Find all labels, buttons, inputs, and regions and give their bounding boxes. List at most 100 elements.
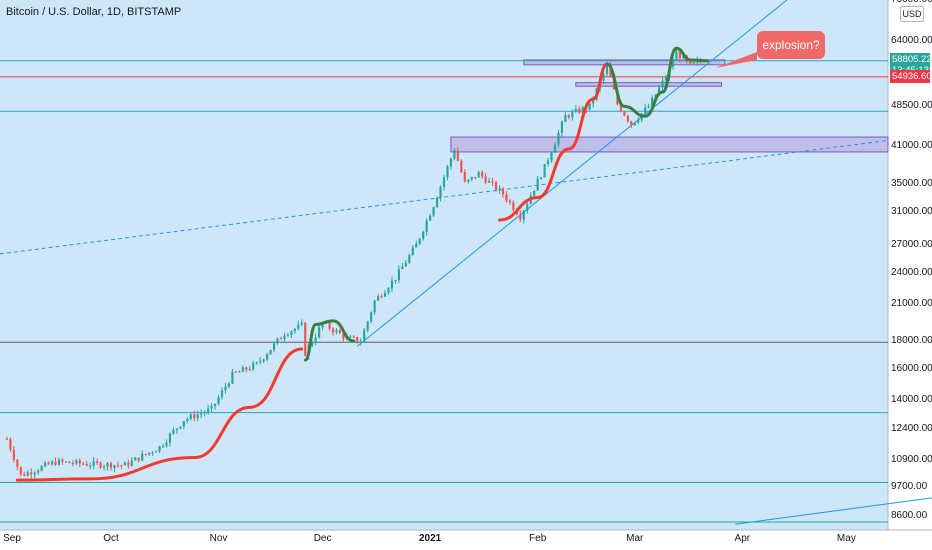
price-tick-label: 9700.00 (891, 481, 928, 493)
candle-body (252, 363, 255, 370)
candle-body (61, 459, 64, 462)
candle-body (130, 460, 133, 466)
candle-body (245, 367, 248, 370)
candle-body (40, 466, 43, 471)
candle-body (54, 461, 57, 465)
candle-body (196, 414, 199, 419)
supply-zone (575, 82, 722, 87)
candle-body (592, 99, 595, 104)
candle-body (182, 421, 185, 427)
candle-body (331, 328, 335, 333)
chart-title: Bitcoin / U.S. Dollar, 1D, BITSTAMP (6, 6, 182, 18)
price-tick-label: 12400.00 (891, 423, 932, 435)
candle-body (259, 361, 262, 363)
candle-body (397, 269, 400, 281)
candle-body (141, 453, 144, 461)
candle-body (234, 371, 237, 373)
candle-body (165, 442, 168, 446)
candle-body (626, 115, 629, 122)
candle-body (106, 463, 109, 467)
time-axis[interactable]: Sep Oct Nov Dec 2021 Feb Mar Apr May (0, 530, 888, 550)
candle-body (113, 465, 116, 469)
candle-body (675, 50, 678, 61)
candle-body (300, 322, 303, 325)
candle-body (207, 408, 210, 413)
candle-body (619, 104, 622, 112)
candle-body (293, 328, 296, 332)
candle-body (172, 430, 175, 434)
candle-body (498, 188, 501, 190)
trend-line (735, 497, 932, 525)
price-tick-label: 10900.00 (891, 453, 932, 465)
candle-body (408, 255, 411, 263)
explosion-callout[interactable]: explosion? (757, 31, 825, 59)
red-line-price-tag: 54936.60 (890, 69, 932, 83)
candle-body (429, 215, 432, 221)
candle-body (238, 371, 241, 373)
supply-zone (523, 59, 726, 66)
currency-badge[interactable]: USD (900, 6, 924, 22)
candle-body (279, 338, 283, 340)
green-curve-annotation (605, 46, 710, 118)
candle-body (96, 461, 99, 463)
time-tick-label: May (836, 533, 856, 544)
candle-body (553, 144, 557, 153)
price-tick-label: 14000.00 (891, 394, 932, 406)
candle-body (186, 418, 189, 422)
candle-body (560, 121, 564, 133)
candle-body (203, 412, 206, 414)
candle-body (47, 462, 50, 465)
candle-body (689, 60, 692, 64)
candle-body (255, 362, 258, 364)
price-axis[interactable]: 76000.00 64000.00 48500.00 41000.00 35000.00… (888, 0, 932, 530)
candle-body (540, 177, 543, 179)
candle-body (314, 337, 317, 343)
candle-body (637, 119, 640, 123)
candle-body (543, 163, 546, 178)
plot-background (0, 0, 888, 530)
green-curve-annotation (303, 319, 356, 362)
candle-body (494, 182, 498, 190)
candle-body (536, 178, 539, 191)
candle-body (446, 166, 449, 178)
candle-body (644, 107, 647, 114)
candle-body (657, 87, 661, 95)
candle-body (394, 280, 397, 282)
candle-body (102, 466, 106, 468)
candle-body (144, 453, 147, 455)
candle-body (463, 172, 466, 182)
candle-body (19, 466, 22, 475)
candle-body (148, 452, 151, 455)
candle-body (89, 465, 92, 467)
candle-body (217, 397, 220, 404)
candle-body (9, 439, 12, 450)
candle-body (262, 359, 265, 362)
candle-body (272, 343, 276, 350)
candle-body (193, 414, 196, 419)
candle-body (213, 403, 217, 406)
candle-body (82, 463, 85, 465)
candle-body (161, 445, 165, 447)
candle-body (387, 288, 390, 293)
candle-body (470, 176, 473, 180)
candle-body (78, 460, 81, 464)
candle-body (349, 336, 352, 338)
candle-body (85, 463, 88, 466)
candle-body (155, 451, 158, 453)
candle-body (501, 188, 505, 195)
candle-body (241, 367, 244, 372)
candle-body (505, 194, 508, 201)
candle-body (151, 452, 154, 454)
price-tick-label: 31000.00 (891, 206, 932, 218)
candle-body (30, 472, 33, 475)
candle-body (318, 327, 321, 338)
candle-body (370, 312, 373, 322)
candle-body (415, 243, 418, 248)
candle-body (564, 115, 567, 122)
candle-body (571, 111, 574, 118)
candle-body (168, 433, 172, 443)
candle-body (68, 461, 71, 464)
candle-body (418, 238, 421, 244)
candle-body (120, 465, 123, 467)
